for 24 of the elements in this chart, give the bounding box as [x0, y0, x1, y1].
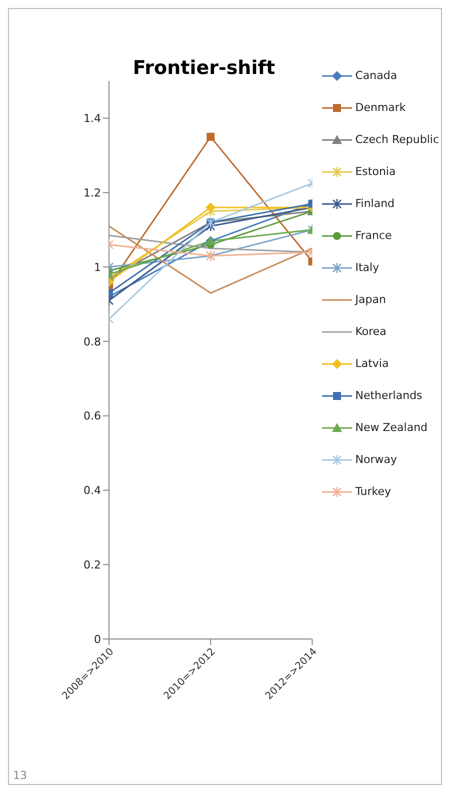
y-tick-label: 1.2: [84, 186, 101, 200]
legend-label: Italy: [355, 261, 380, 274]
legend-label: Turkey: [355, 485, 392, 498]
legend-label: Denmark: [355, 101, 406, 114]
legend-label: Estonia: [355, 165, 396, 178]
y-tick-label: 1: [94, 260, 101, 274]
legend-label: France: [355, 229, 392, 242]
y-tick-label: 1.4: [84, 112, 101, 126]
legend-label: Finland: [355, 197, 395, 210]
legend-label: New Zealand: [355, 421, 428, 434]
y-tick-label: 0: [94, 632, 101, 646]
legend-label: Latvia: [355, 357, 389, 370]
legend-label: Czech Republic: [355, 133, 439, 146]
legend-label: Japan: [355, 293, 386, 306]
y-tick-label: 0.4: [84, 484, 101, 498]
legend-label: Canada: [355, 69, 398, 82]
y-tick-label: 0.8: [84, 335, 101, 348]
y-tick-label: 0.2: [84, 558, 101, 572]
legend-label: Netherlands: [355, 389, 422, 402]
text: 13: [13, 769, 27, 782]
legend-label: Korea: [355, 325, 386, 338]
legend-label: Norway: [355, 453, 397, 466]
y-tick-label: 0.6: [84, 410, 101, 423]
chart-title: Frontier-shift: [132, 57, 276, 79]
